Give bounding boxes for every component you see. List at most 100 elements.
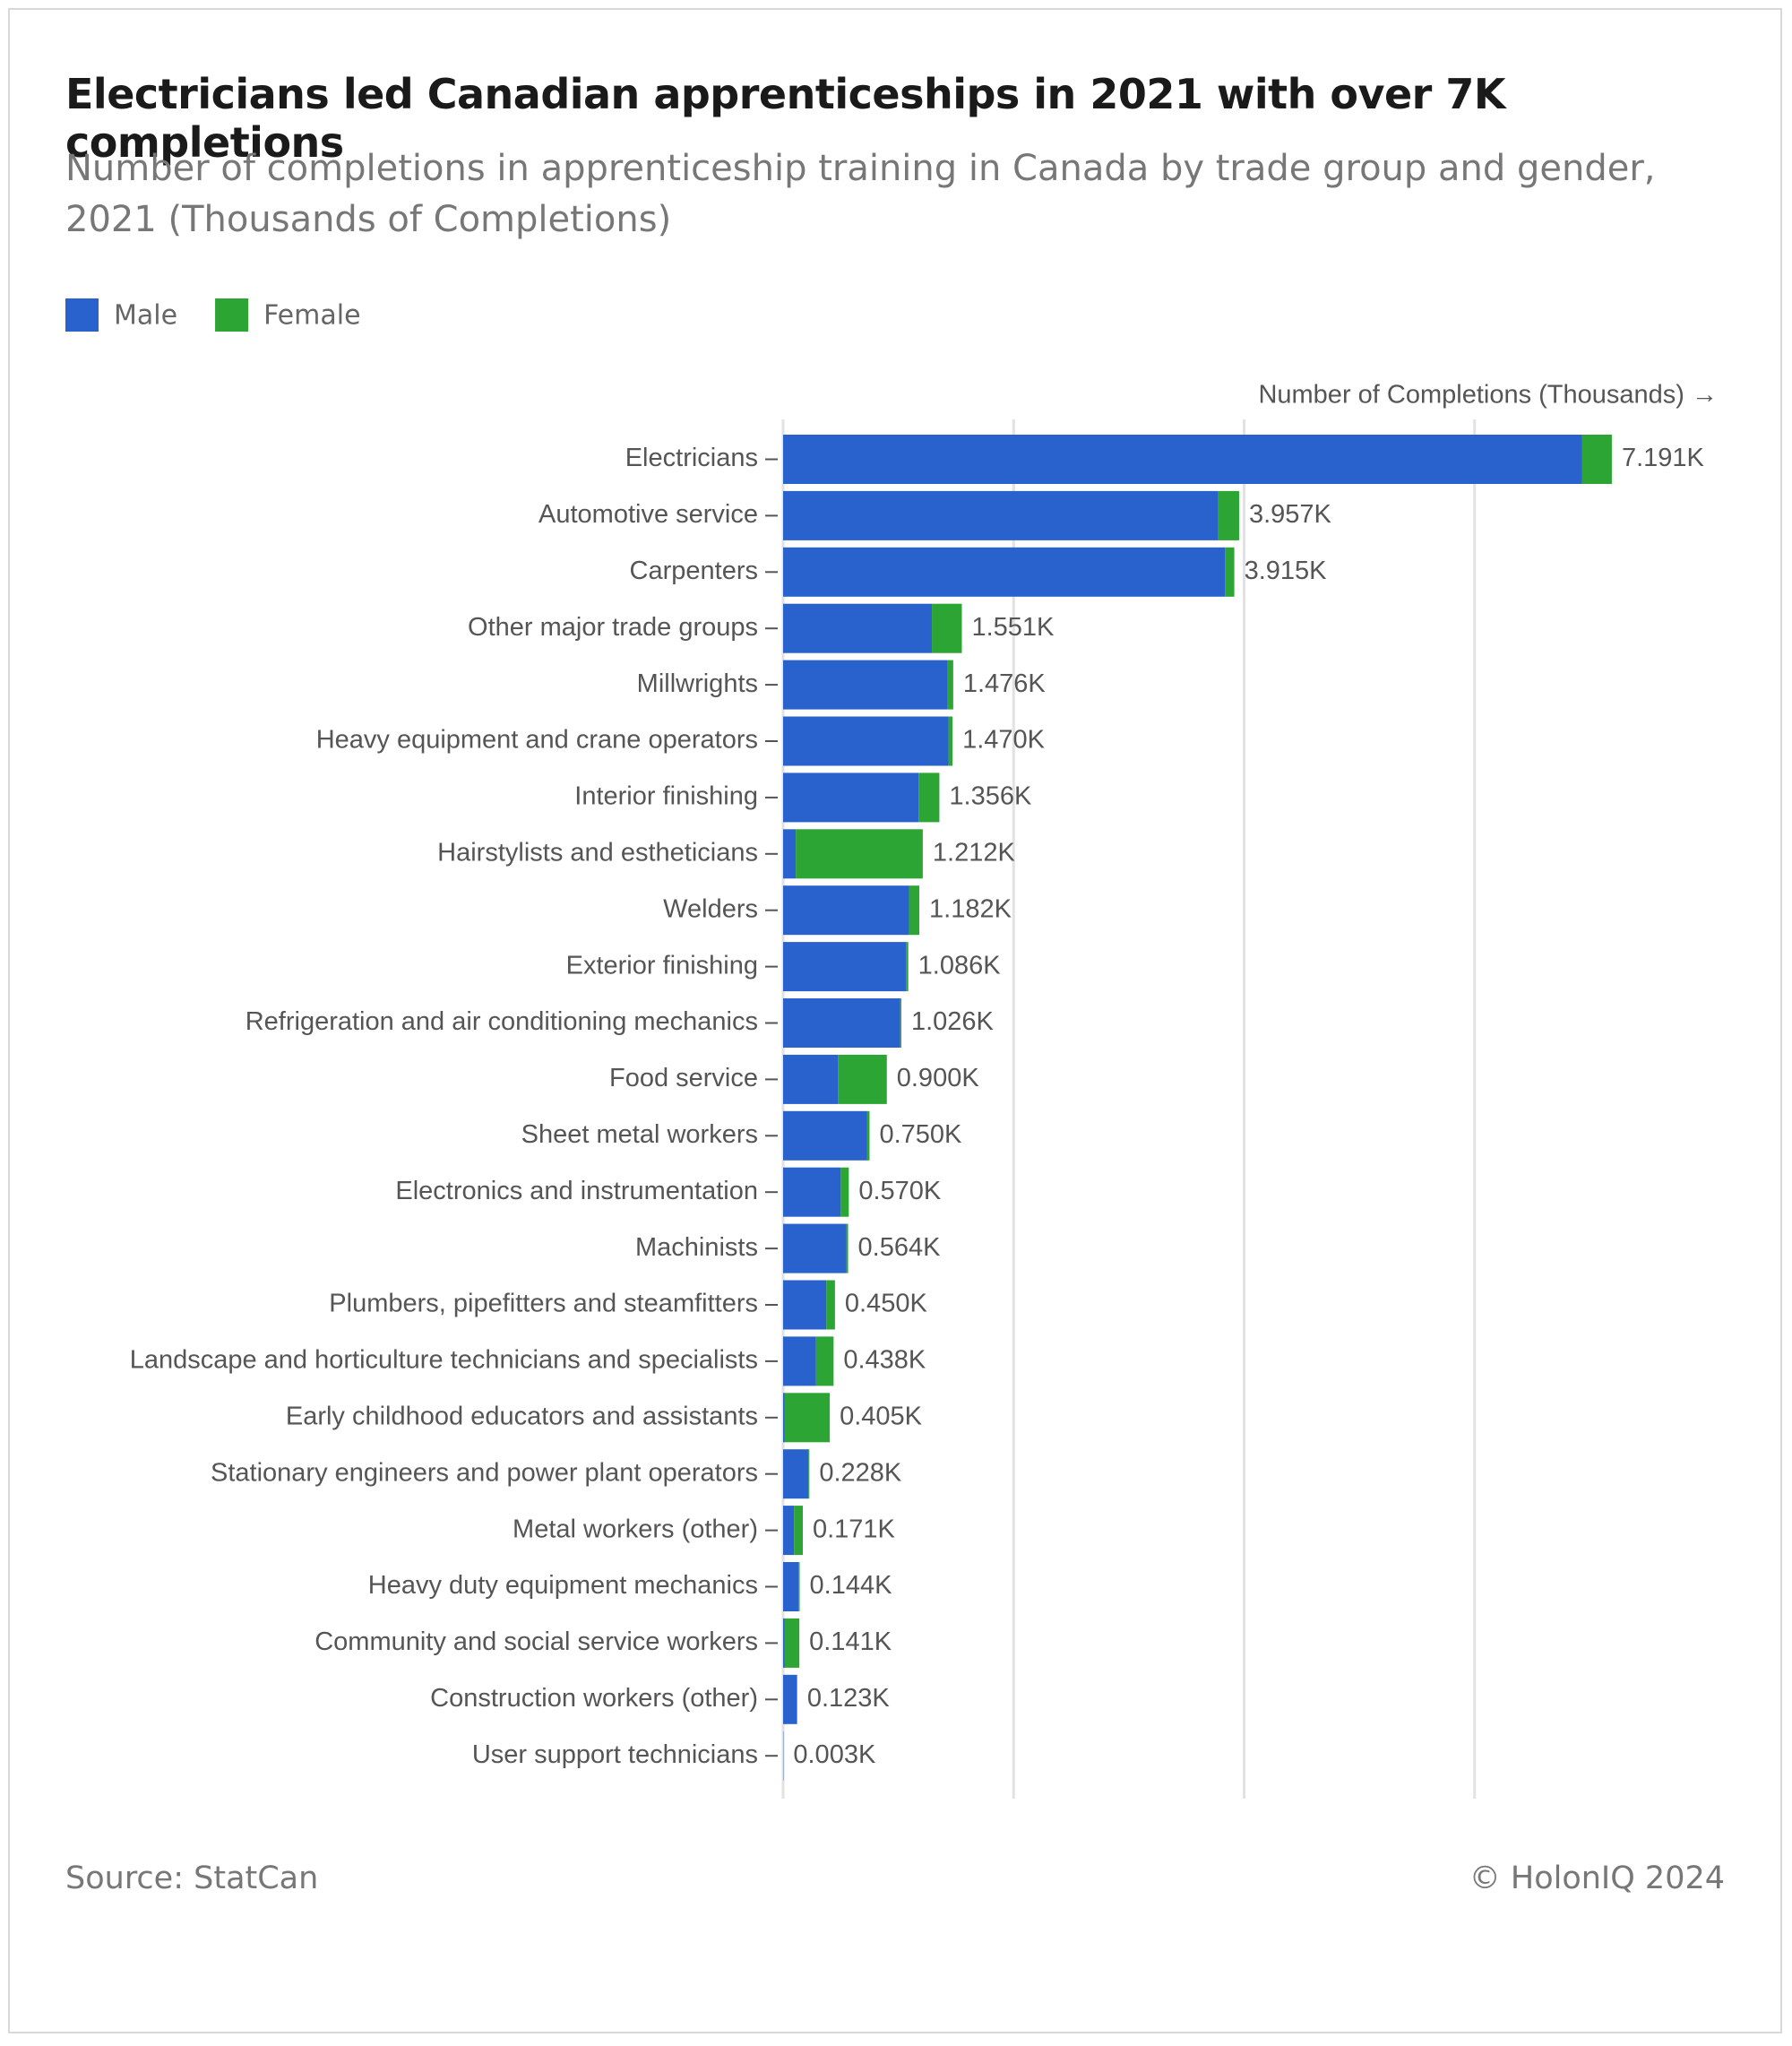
bar-segment xyxy=(947,660,953,710)
chart-title: Electricians led Canadian apprenticeship… xyxy=(65,70,1506,167)
y-tick-label: Electronics and instrumentation xyxy=(395,1177,758,1205)
y-tick-label: User support technicians xyxy=(472,1740,758,1769)
bar-segment xyxy=(783,1562,799,1611)
bar-segment xyxy=(948,716,953,766)
bar-segment xyxy=(1218,490,1239,540)
y-tick-label: Millwrights xyxy=(637,669,758,698)
bar-segment xyxy=(798,1562,800,1611)
total-label: 1.086K xyxy=(918,951,1002,980)
y-tick-label: Welders xyxy=(663,894,758,923)
total-label: 0.564K xyxy=(858,1233,942,1262)
y-tick-label: Interior finishing xyxy=(574,782,758,811)
card-border xyxy=(8,8,1782,2033)
total-label: 3.957K xyxy=(1249,500,1332,529)
bar-segment xyxy=(783,1506,795,1556)
total-label: 1.212K xyxy=(933,838,1016,867)
total-label: 0.900K xyxy=(897,1064,980,1092)
bar-segment xyxy=(808,1449,810,1499)
legend-swatch xyxy=(65,298,99,332)
y-tick-label: Construction workers (other) xyxy=(430,1684,758,1713)
y-tick-label: Food service xyxy=(609,1064,758,1092)
y-tick-label: Heavy equipment and crane operators xyxy=(316,726,758,755)
total-label: 1.182K xyxy=(929,894,1012,923)
bar-segment xyxy=(794,1506,803,1556)
total-label: 0.750K xyxy=(879,1120,962,1149)
total-label: 1.470K xyxy=(962,726,1046,755)
bar-segment xyxy=(783,773,919,823)
y-tick-label: Heavy duty equipment mechanics xyxy=(368,1571,758,1600)
total-label: 0.438K xyxy=(843,1346,926,1375)
total-label: 1.476K xyxy=(963,669,1047,698)
y-tick-label: Exterior finishing xyxy=(566,951,758,980)
total-label: 1.026K xyxy=(911,1007,995,1036)
legend-label: Female xyxy=(263,300,360,332)
bar-segment xyxy=(783,1110,867,1161)
bar-segment xyxy=(783,1280,827,1330)
x-axis-title: Number of Completions (Thousands) → xyxy=(1258,381,1718,410)
bar-segment xyxy=(783,435,1582,484)
bar-segment xyxy=(918,773,940,823)
total-label: 0.228K xyxy=(819,1458,902,1487)
bar-segment xyxy=(783,1054,839,1104)
legend-label: Male xyxy=(114,300,177,332)
bar-segment xyxy=(783,885,909,936)
bar-segment xyxy=(783,1167,841,1217)
total-label: 1.356K xyxy=(949,782,1032,811)
y-tick-label: Plumbers, pipefitters and steamfitters xyxy=(329,1290,758,1318)
bar-segment xyxy=(815,1336,834,1386)
bar-segment xyxy=(783,490,1219,540)
chart-subtitle: Number of completions in apprenticeship … xyxy=(65,148,1656,240)
bar-segment xyxy=(838,1054,887,1104)
total-label: 0.123K xyxy=(807,1684,891,1713)
bar-segment xyxy=(846,1223,849,1273)
y-tick-label: Early childhood educators and assistants xyxy=(286,1402,758,1430)
total-label: 7.191K xyxy=(1622,444,1705,472)
bar-segment xyxy=(1225,547,1235,597)
bar-segment xyxy=(784,1618,800,1668)
y-tick-label: Other major trade groups xyxy=(468,613,758,642)
bar-segment xyxy=(796,829,923,879)
source: Source: StatCan xyxy=(65,1860,318,1896)
bar-segment xyxy=(909,885,920,936)
bar-segment xyxy=(783,1336,816,1386)
bar-segment xyxy=(783,547,1226,597)
bar-segment xyxy=(783,1449,809,1499)
y-tick-label: Carpenters xyxy=(630,557,758,585)
total-label: 0.450K xyxy=(845,1290,928,1318)
bar-segment xyxy=(1581,435,1612,484)
total-label: 0.003K xyxy=(793,1740,876,1769)
total-label: 0.570K xyxy=(858,1177,942,1205)
bar-segment xyxy=(783,1674,797,1724)
y-tick-label: Hairstylists and estheticians xyxy=(437,838,758,867)
bar-segment xyxy=(906,942,909,992)
bar-segment xyxy=(866,1110,870,1161)
y-tick-label: Metal workers (other) xyxy=(513,1515,758,1543)
total-label: 3.915K xyxy=(1245,557,1328,585)
y-tick-label: Sheet metal workers xyxy=(521,1120,758,1149)
bar-segment xyxy=(826,1280,835,1330)
bar-segment xyxy=(783,1223,847,1273)
bar-segment xyxy=(840,1167,849,1217)
y-tick-label: Machinists xyxy=(635,1233,758,1262)
bar-segment xyxy=(783,829,797,879)
total-label: 0.141K xyxy=(809,1627,892,1656)
y-tick-label: Automotive service xyxy=(538,500,758,529)
bar-segment xyxy=(783,660,948,710)
y-tick-label: Electricians xyxy=(625,444,758,472)
legend-swatch xyxy=(215,298,249,332)
total-label: 0.405K xyxy=(840,1402,923,1430)
bar-segment xyxy=(784,1393,831,1443)
credit: © HolonIQ 2024 xyxy=(1469,1860,1725,1896)
bar-segment xyxy=(783,998,900,1048)
bar-segment xyxy=(783,603,933,653)
bar-segment xyxy=(783,1393,785,1443)
y-tick-label: Stationary engineers and power plant ope… xyxy=(211,1458,758,1487)
total-label: 1.551K xyxy=(971,613,1055,642)
y-tick-label: Refrigeration and air conditioning mecha… xyxy=(246,1007,758,1036)
total-label: 0.144K xyxy=(810,1571,893,1600)
y-tick-label: Landscape and horticulture technicians a… xyxy=(130,1346,758,1375)
bar-segment xyxy=(783,716,949,766)
bar-segment xyxy=(783,942,907,992)
